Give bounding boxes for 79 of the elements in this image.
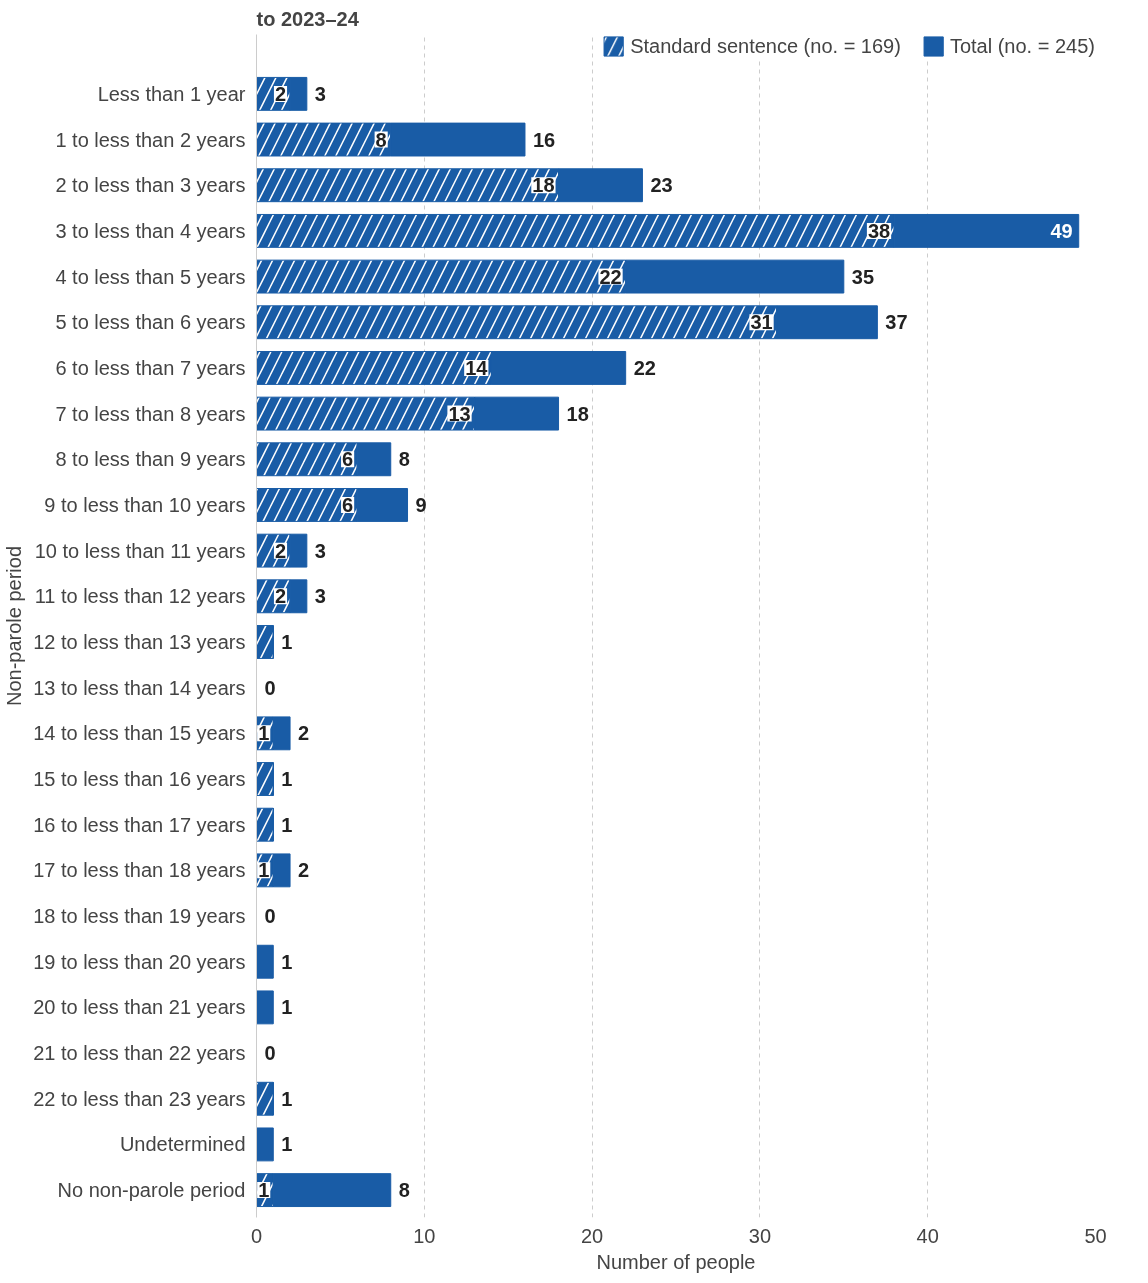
total-label: 22 [633,356,656,379]
data-label: 2 [274,82,287,105]
total-label: 23 [650,174,673,197]
total-label: 1 [281,630,293,653]
total-label: 1 [281,768,293,791]
x-tick-label: 50 [1084,1224,1107,1247]
total-label: 49 [1050,219,1073,242]
total-label: 0 [264,1042,276,1065]
y-tick-label: 7 to less than 8 years [55,402,246,425]
y-tick-label: 8 to less than 9 years [55,448,246,471]
x-tick-label: 20 [580,1224,604,1247]
y-tick-label: 22 to less than 23 years [33,1087,246,1110]
x-tick-label: 0 [250,1224,263,1247]
total-label: 1 [281,1087,293,1110]
total-label: 0 [264,676,276,699]
total-label: 37 [885,311,908,334]
bar [256,990,274,1025]
total-label: 8 [398,1179,410,1202]
data-label: 18 [532,174,555,197]
y-tick-label: No non-parole period [57,1179,246,1202]
y-tick-label: Less than 1 year [97,82,246,105]
bar [256,1127,274,1162]
chart-title: to 2023–24 [256,7,360,30]
y-axis-title: Non-parole period [3,545,26,707]
y-tick-label: 11 to less than 12 years [34,585,246,608]
total-label: 16 [532,128,556,151]
data-label: 6 [342,448,354,471]
total-label: 1 [281,813,293,836]
x-tick-label: 40 [916,1224,939,1247]
total-label: 35 [851,265,875,288]
legend-label: Total (no. = 245) [949,34,1095,58]
y-tick-label: 14 to less than 15 years [33,722,246,745]
total-label: 9 [415,493,427,516]
y-tick-label: 20 to less than 21 years [33,996,246,1019]
total-label: 2 [298,859,310,882]
total-label: 3 [314,585,326,608]
data-label: 6 [342,493,354,516]
legend-label: Standard sentence (no. = 169) [630,34,901,58]
total-label: 1 [281,996,293,1019]
x-axis-title: Number of people [596,1250,756,1273]
data-label: 38 [867,219,891,242]
total-label: 8 [398,448,410,471]
data-label: 22 [599,265,622,288]
data-label: 1 [258,722,270,745]
data-label: 13 [448,402,471,425]
data-label: 1 [258,1179,270,1202]
y-tick-label: 9 to less than 10 years [44,493,246,516]
y-tick-label: 12 to less than 13 years [33,630,246,653]
y-tick-label: 17 to less than 18 years [33,859,246,882]
x-tick-label: 30 [748,1224,772,1247]
y-tick-label: 2 to less than 3 years [55,174,246,197]
y-tick-label: 19 to less than 20 years [33,950,246,973]
data-label: 31 [750,311,773,334]
y-tick-label: 16 to less than 17 years [33,813,246,836]
data-label: 8 [375,128,387,151]
bar [256,944,274,979]
total-label: 3 [314,539,326,562]
total-label: 0 [264,905,276,928]
y-tick-label: 5 to less than 6 years [55,311,246,334]
total-label: 18 [566,402,589,425]
total-label: 3 [314,82,326,105]
data-label: 1 [258,859,270,882]
total-label: 1 [281,1133,293,1156]
data-label: 14 [465,356,489,379]
total-label: 2 [298,722,310,745]
y-tick-label: 13 to less than 14 years [33,676,246,699]
y-tick-label: 1 to less than 2 years [55,128,246,151]
y-tick-label: 21 to less than 22 years [33,1042,246,1065]
y-tick-label: 18 to less than 19 years [33,905,246,928]
data-label: 2 [274,539,287,562]
y-tick-label: 3 to less than 4 years [55,219,246,242]
y-tick-label: 10 to less than 11 years [34,539,246,562]
total-label: 1 [281,950,293,973]
y-tick-label: 6 to less than 7 years [55,356,246,379]
y-tick-label: 4 to less than 5 years [55,265,246,288]
data-label: 2 [274,585,287,608]
y-tick-label: 15 to less than 16 years [33,768,246,791]
x-tick-label: 10 [413,1224,436,1247]
y-tick-label: Undetermined [119,1133,246,1156]
